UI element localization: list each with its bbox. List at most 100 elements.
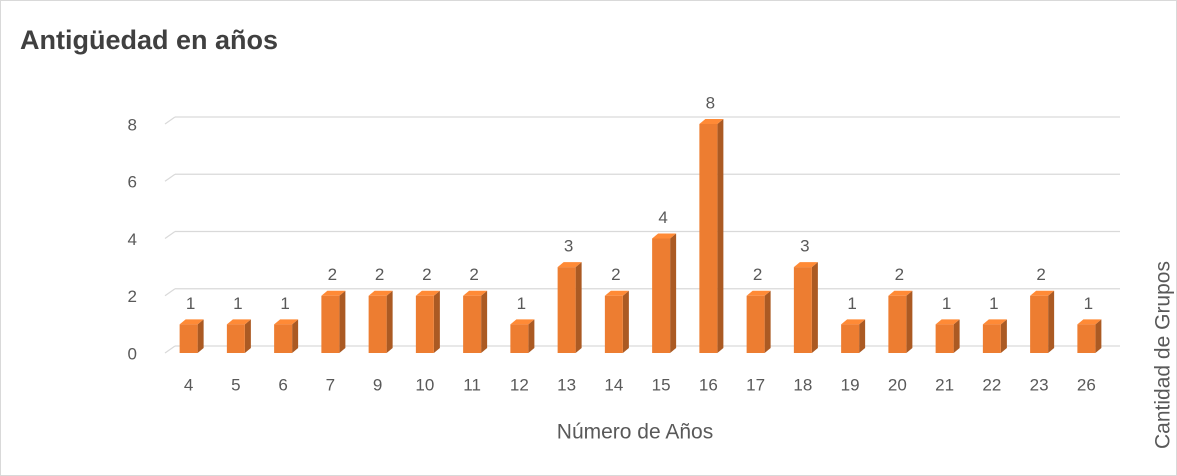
bar-top <box>226 319 251 325</box>
bar <box>841 324 860 353</box>
y-tick-label: 6 <box>128 173 137 192</box>
bar <box>415 295 434 353</box>
value-label: 1 <box>233 294 242 313</box>
x-tick-label: 7 <box>326 375 335 394</box>
value-label: 2 <box>375 265 384 284</box>
x-tick-label: 6 <box>278 375 287 394</box>
grid-line-depth <box>164 173 176 182</box>
x-axis-title: Número de Años <box>557 421 713 444</box>
x-tick-label: 12 <box>510 375 529 394</box>
x-tick-label: 11 <box>463 375 481 394</box>
bar-side <box>292 319 299 353</box>
value-label: 2 <box>469 265 478 284</box>
bar-top <box>1030 290 1055 296</box>
bar <box>1030 295 1049 353</box>
y-tick-label: 4 <box>128 230 137 249</box>
value-label: 2 <box>611 265 620 284</box>
bar-top <box>746 290 771 296</box>
bar <box>510 324 529 353</box>
bar-top <box>179 319 204 325</box>
value-label: 4 <box>658 208 667 227</box>
bar-top <box>604 290 629 296</box>
bar-top <box>415 290 440 296</box>
grid-line-depth <box>164 345 176 354</box>
x-tick-label: 18 <box>793 375 812 394</box>
x-tick-label: 10 <box>415 375 434 394</box>
value-label: 2 <box>1036 265 1045 284</box>
x-tick-label: 23 <box>1030 375 1049 394</box>
bar <box>274 324 293 353</box>
value-label: 2 <box>895 265 904 284</box>
bar-side <box>575 262 582 353</box>
bar-top <box>510 319 535 325</box>
bar <box>179 324 198 353</box>
x-tick-label: 14 <box>604 375 623 394</box>
bar-side <box>339 290 346 353</box>
bar <box>1077 324 1096 353</box>
bar-top <box>888 290 913 296</box>
bar-side <box>528 319 535 353</box>
value-label: 2 <box>328 265 337 284</box>
bar-side <box>433 290 440 353</box>
x-tick-label: 9 <box>373 375 382 394</box>
bar <box>368 295 387 353</box>
value-label: 3 <box>564 237 573 256</box>
bar <box>935 324 954 353</box>
bar-top <box>652 233 677 239</box>
y-axis-title: Cantidad de Grupos <box>1152 261 1175 449</box>
value-label: 1 <box>186 294 195 313</box>
bar-side <box>717 119 724 353</box>
chart-title: Antigüedad en años <box>20 25 278 55</box>
value-label: 1 <box>280 294 289 313</box>
bar <box>226 324 245 353</box>
x-tick-label: 26 <box>1077 375 1096 394</box>
grid-line-depth <box>164 231 176 239</box>
value-label: 3 <box>800 237 809 256</box>
bar <box>604 295 623 353</box>
bar-side <box>764 290 771 353</box>
x-tick-label: 16 <box>699 375 718 394</box>
bar-top <box>699 119 724 124</box>
x-tick-label: 4 <box>184 375 193 394</box>
value-label: 8 <box>706 93 715 112</box>
bar <box>321 295 340 353</box>
x-tick-label: 5 <box>231 375 240 394</box>
bar-side <box>481 290 488 353</box>
bar-side <box>906 290 913 353</box>
value-label: 1 <box>1084 294 1093 313</box>
x-tick-label: 20 <box>888 375 907 394</box>
bar-top <box>841 319 866 325</box>
x-tick-label: 15 <box>652 375 671 394</box>
bar-top <box>321 290 346 296</box>
bar-top <box>982 319 1007 325</box>
bar-side <box>197 319 204 353</box>
value-label: 1 <box>942 294 951 313</box>
bar-top <box>793 262 818 268</box>
bar-top <box>463 290 488 296</box>
bar-side <box>811 262 818 353</box>
grid-line-depth <box>164 116 176 125</box>
bar <box>699 124 718 353</box>
bar-side <box>953 319 960 353</box>
x-tick-label: 19 <box>841 375 860 394</box>
bar-top <box>557 262 582 268</box>
bar <box>557 267 576 353</box>
x-tick-label: 22 <box>982 375 1001 394</box>
y-tick-label: 0 <box>128 344 137 363</box>
bar <box>463 295 482 353</box>
value-label: 2 <box>422 265 431 284</box>
bar-side <box>386 290 393 353</box>
value-label: 1 <box>517 294 526 313</box>
bar <box>982 324 1001 353</box>
x-tick-label: 21 <box>935 375 954 394</box>
bar-side <box>622 290 629 353</box>
bar-side <box>1095 319 1102 353</box>
x-tick-label: 17 <box>746 375 765 394</box>
bar-side <box>670 233 677 353</box>
bar-side <box>859 319 866 353</box>
value-label: 1 <box>989 294 998 313</box>
y-tick-label: 2 <box>128 287 137 306</box>
bar-top <box>1077 319 1102 325</box>
